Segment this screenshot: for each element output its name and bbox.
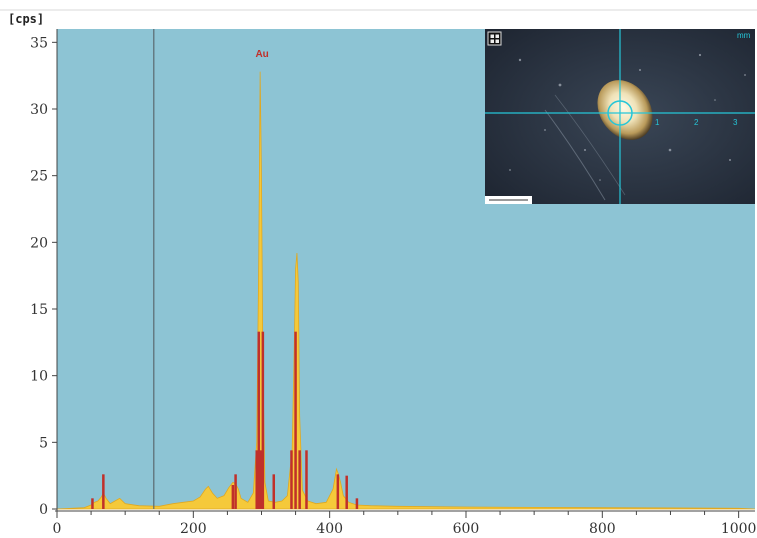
y-tick-label: 35 <box>30 35 48 51</box>
element-marker-line <box>234 474 237 509</box>
element-marker-line <box>355 498 359 509</box>
y-ticks: 0 5 10 15 20 25 30 35 <box>30 35 57 518</box>
element-marker-line <box>290 450 293 509</box>
grid-toggle-glyph <box>490 34 499 43</box>
inset-scratch <box>544 109 606 201</box>
scale-label-3: 3 <box>733 118 738 127</box>
crosshair-circle <box>607 100 633 126</box>
x-tick-label: 600 <box>453 521 480 537</box>
spectrum-area <box>56 71 756 510</box>
element-marker-line <box>272 474 276 509</box>
y-unit-label: [cps] <box>8 12 44 26</box>
x-tick-label: 0 <box>53 521 62 537</box>
element-marker-line <box>255 450 258 509</box>
inset-speckles <box>509 53 746 181</box>
peak-label-au: Au <box>255 49 268 60</box>
inset-scale-ticks: 1 2 3 <box>655 118 738 127</box>
element-marker-line <box>294 331 297 509</box>
inset-scratch <box>554 94 626 196</box>
y-tick-label: 30 <box>30 102 48 118</box>
element-marker-line <box>345 475 348 509</box>
grid-toggle-icon[interactable] <box>487 31 502 46</box>
scale-label-1: 1 <box>655 118 660 127</box>
gold-grain <box>597 80 653 140</box>
x-tick-label: 200 <box>180 521 207 537</box>
element-marker-line <box>305 450 308 509</box>
element-marker-line <box>102 474 105 509</box>
x-tick-label: 400 <box>316 521 343 537</box>
microscope-inset-image: 1 2 3 mm <box>485 29 755 204</box>
y-tick-label: 15 <box>30 302 48 318</box>
marker-layer <box>91 331 359 509</box>
element-marker-line <box>261 331 265 509</box>
y-tick-label: 0 <box>39 502 48 518</box>
y-tick-label: 5 <box>39 435 48 451</box>
inset-corner-label: mm <box>737 31 751 40</box>
y-tick-label: 25 <box>30 169 48 185</box>
y-tick-label: 10 <box>30 369 48 385</box>
element-marker-line <box>259 450 263 509</box>
element-marker-line <box>257 331 261 509</box>
spectrum-layer <box>56 71 756 510</box>
scale-label-2: 2 <box>694 118 699 127</box>
element-marker-line <box>298 450 301 509</box>
y-tick-label: 20 <box>30 235 48 251</box>
element-marker-line <box>91 498 94 509</box>
element-marker-line <box>336 474 340 509</box>
x-tick-label: 800 <box>589 521 616 537</box>
x-ticks: 0 200 400 600 800 1000 <box>53 511 757 537</box>
element-marker-line <box>231 485 235 509</box>
x-tick-label: 1000 <box>721 521 757 537</box>
